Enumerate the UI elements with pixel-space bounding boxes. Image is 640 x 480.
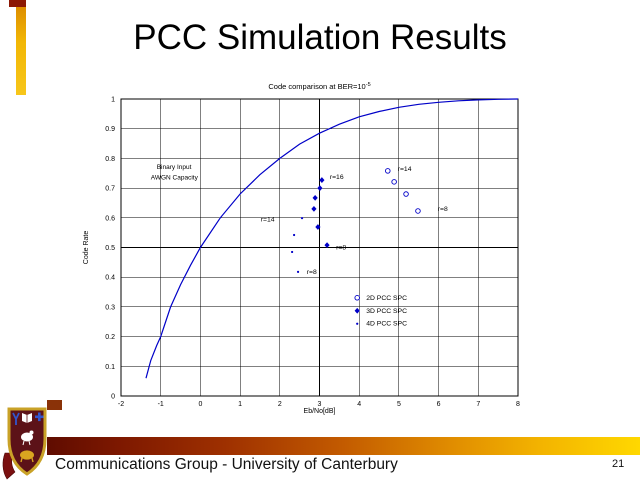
crest-bird xyxy=(21,432,33,442)
series-3d-pcc-spc xyxy=(311,177,330,249)
svg-text:r=16: r=16 xyxy=(330,174,344,181)
svg-text:-1: -1 xyxy=(158,401,164,408)
svg-text:1: 1 xyxy=(238,401,242,408)
svg-text:0: 0 xyxy=(198,401,202,408)
svg-text:AWGN Capacity: AWGN Capacity xyxy=(151,174,199,181)
svg-text:3: 3 xyxy=(318,401,322,408)
point-labels: r=16 r=14 r=8 r=14 r=8 r=8 xyxy=(261,166,448,276)
chart-grid xyxy=(120,98,519,397)
svg-text:0.3: 0.3 xyxy=(105,304,115,311)
svg-text:4: 4 xyxy=(357,401,361,408)
svg-text:0.6: 0.6 xyxy=(105,215,115,222)
svg-text:4D PCC SPC: 4D PCC SPC xyxy=(366,321,407,328)
svg-text:0.2: 0.2 xyxy=(105,334,115,341)
slide-title: PCC Simulation Results xyxy=(133,18,507,57)
chart-ylabel: Code Rate xyxy=(83,231,90,265)
svg-text:1: 1 xyxy=(111,97,115,104)
chart-legend: 2D PCC SPC 3D PCC SPC 4D PCC SPC xyxy=(354,295,407,328)
chart-tick-labels: -2 -1 0 1 2 3 4 5 6 7 8 0 0.1 0.2 0.3 0.4 0.5 0.6 0.7 0.8 0.… xyxy=(105,97,520,409)
svg-text:0.1: 0.1 xyxy=(105,364,115,371)
svg-text:-2: -2 xyxy=(118,401,124,408)
capacity-curve-label: Binary Input AWGN Capacity xyxy=(151,164,199,182)
svg-text:8: 8 xyxy=(516,401,520,408)
svg-text:5: 5 xyxy=(397,401,401,408)
svg-text:r=8: r=8 xyxy=(438,206,448,213)
chart-title: Code comparison at BER=10-5 xyxy=(268,82,370,91)
accent-brown-square xyxy=(47,400,62,410)
svg-text:0: 0 xyxy=(111,394,115,401)
svg-text:0.8: 0.8 xyxy=(105,156,115,163)
series-4d-pcc-spc xyxy=(291,216,304,273)
svg-text:6: 6 xyxy=(437,401,441,408)
svg-text:0.9: 0.9 xyxy=(105,126,115,133)
svg-text:Binary Input: Binary Input xyxy=(157,164,192,171)
capacity-curve xyxy=(145,98,519,379)
svg-text:2: 2 xyxy=(278,401,282,408)
page-number: 21 xyxy=(612,458,625,470)
chart-xlabel: Eb/No[dB] xyxy=(304,408,336,415)
svg-text:0.7: 0.7 xyxy=(105,186,115,193)
crest-fleece xyxy=(20,450,34,460)
footer-text: Communications Group - University of Can… xyxy=(55,456,398,473)
chart-axes-box xyxy=(120,98,519,397)
svg-text:3D PCC SPC: 3D PCC SPC xyxy=(366,308,407,315)
accent-gold-bar xyxy=(16,7,26,95)
svg-text:0.5: 0.5 xyxy=(105,245,115,252)
footer-gradient-bar xyxy=(47,437,640,455)
svg-text:r=8: r=8 xyxy=(307,269,317,276)
svg-text:r=14: r=14 xyxy=(261,216,275,223)
crest-antler xyxy=(12,412,20,425)
svg-text:0.4: 0.4 xyxy=(105,275,115,282)
accent-red-cap xyxy=(9,0,26,7)
svg-text:r=8: r=8 xyxy=(336,245,346,252)
series-2d-pcc-spc xyxy=(385,168,421,214)
university-crest-icon xyxy=(2,407,47,480)
svg-text:2D PCC SPC: 2D PCC SPC xyxy=(366,295,407,302)
svg-text:r=14: r=14 xyxy=(398,166,412,173)
svg-text:7: 7 xyxy=(476,401,480,408)
